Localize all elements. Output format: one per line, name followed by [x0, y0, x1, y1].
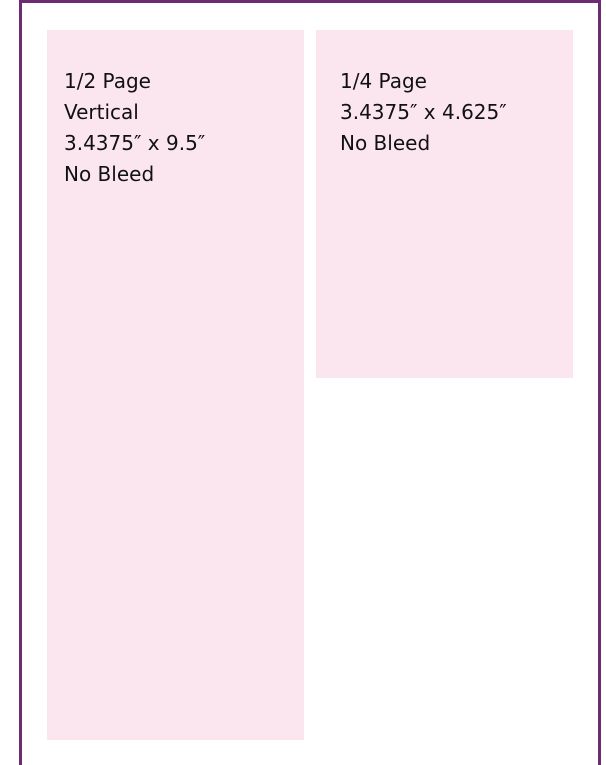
half-page-panel: 1/2 Page Vertical 3.4375″ x 9.5″ No Bleed [47, 30, 304, 740]
panel-text: 3.4375″ x 9.5″ [64, 131, 206, 155]
panel-text: 1/4 Page [340, 69, 427, 93]
frame [19, 0, 601, 765]
panel-text: 1/2 Page [64, 69, 151, 93]
quarter-page-panel: 1/4 Page 3.4375″ x 4.625″ No Bleed [316, 30, 573, 378]
panel-text: No Bleed [340, 131, 431, 155]
panel-text: Vertical [64, 100, 139, 124]
panel-text: No Bleed [64, 162, 155, 186]
panel-text: 3.4375″ x 4.625″ [340, 100, 507, 124]
